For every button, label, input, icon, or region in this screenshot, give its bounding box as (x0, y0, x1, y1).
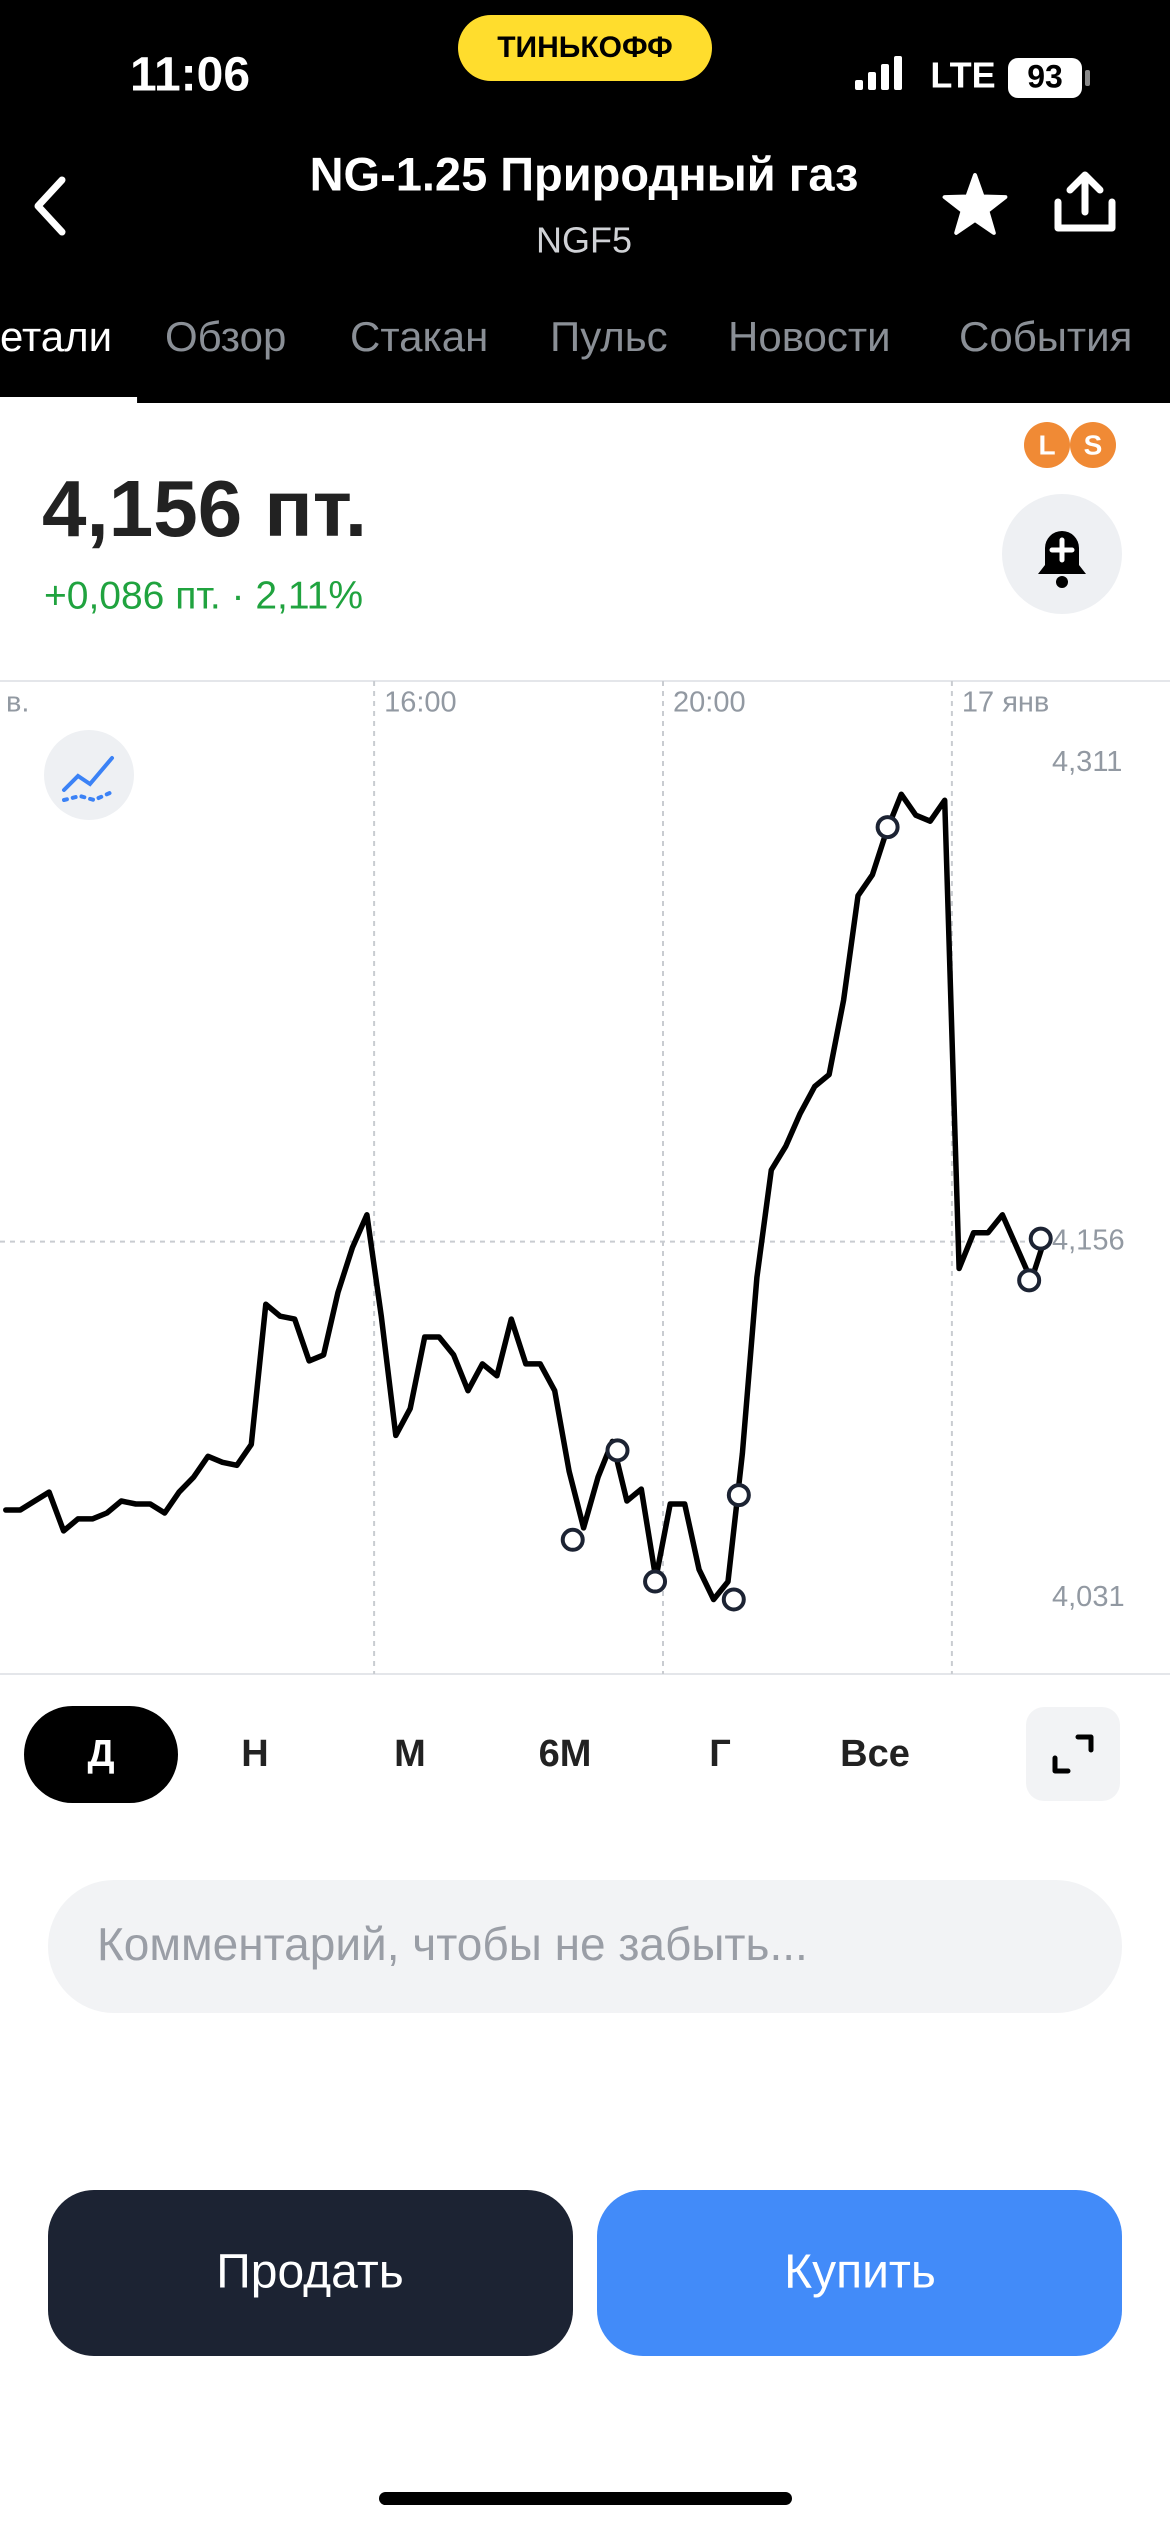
battery-icon (1008, 58, 1082, 98)
x-tick-label: 16:00 (384, 687, 457, 719)
period-option[interactable]: 6М (539, 1733, 592, 1775)
sell-label: Продать (216, 2246, 403, 2299)
badge-label: S (1084, 429, 1103, 460)
tab-bar: етали Обзор Стакан Пульс Новости События (0, 313, 1132, 403)
badge (1024, 422, 1070, 468)
signal-icon (855, 56, 902, 90)
battery-nub (1085, 70, 1090, 86)
period-option[interactable]: Н (241, 1733, 268, 1775)
indicators-button[interactable] (44, 730, 134, 820)
tab[interactable]: Новости (728, 313, 891, 360)
tab-indicator (0, 397, 138, 403)
period-option[interactable]: Д (87, 1733, 114, 1775)
trade-marker (1017, 1268, 1042, 1293)
tab[interactable]: етали (0, 313, 112, 360)
x-tick-label: 17 янв (962, 687, 1049, 719)
indicators-icon (62, 756, 114, 803)
period-option[interactable]: М (394, 1733, 426, 1775)
trade-marker (721, 1587, 746, 1612)
badge (1070, 422, 1116, 468)
fullscreen-button[interactable] (1026, 1707, 1120, 1801)
price-line-series (3, 791, 1049, 1603)
instrument-ticker: NGF5 (536, 220, 632, 261)
instrument-title: NG-1.25 Природный газ (310, 147, 859, 200)
period-option[interactable]: Г (709, 1733, 731, 1775)
y-tick-label: 4,311 (1052, 746, 1122, 778)
brand-pill (458, 15, 712, 81)
home-indicator (379, 2492, 792, 2505)
period-active-pill (24, 1706, 178, 1803)
brand-logo: ТИНЬКОФФ (497, 31, 673, 64)
x-tick-label: в. (6, 687, 29, 719)
trade-marker (643, 1569, 668, 1594)
trade-marker (560, 1527, 585, 1552)
status-time: 11:06 (130, 49, 250, 102)
tab[interactable]: События (959, 313, 1132, 360)
period-option[interactable]: Все (840, 1733, 910, 1775)
battery-level: 93 (1027, 58, 1063, 94)
tab[interactable]: Стакан (350, 313, 488, 360)
comment-input[interactable] (48, 1880, 1122, 2013)
comment-placeholder: Комментарий, чтобы не забыть... (97, 1918, 808, 1970)
bell-icon (1038, 531, 1086, 588)
price: 4,156 пт. (42, 464, 367, 553)
buy-label: Купить (784, 2246, 936, 2299)
favorite-button[interactable] (942, 173, 1008, 235)
back-button[interactable] (34, 176, 66, 236)
price-change: +0,086 пт. · 2,11% (44, 574, 363, 617)
trade-marker (605, 1438, 630, 1463)
buy-button[interactable] (597, 2190, 1122, 2356)
fullscreen-icon (1052, 1734, 1094, 1774)
tab[interactable]: Обзор (165, 313, 286, 360)
network-type: LTE (930, 55, 995, 96)
period-selector: Д Н М 6М Г Все (24, 1706, 910, 1803)
trade-marker (875, 815, 900, 840)
chart: в. 16:00 20:00 17 янв 4,031 4,156 4,311 (0, 681, 1125, 1674)
y-tick-label: 4,031 (1052, 1581, 1125, 1613)
trade-marker (726, 1483, 751, 1508)
trade-marker (1028, 1226, 1053, 1251)
sell-button[interactable] (48, 2190, 573, 2356)
y-tick-label: 4,156 (1052, 1224, 1125, 1256)
x-tick-label: 20:00 (673, 687, 746, 719)
share-button[interactable] (1054, 171, 1116, 232)
tab[interactable]: Пульс (550, 313, 668, 360)
badge-label: L (1038, 429, 1055, 460)
